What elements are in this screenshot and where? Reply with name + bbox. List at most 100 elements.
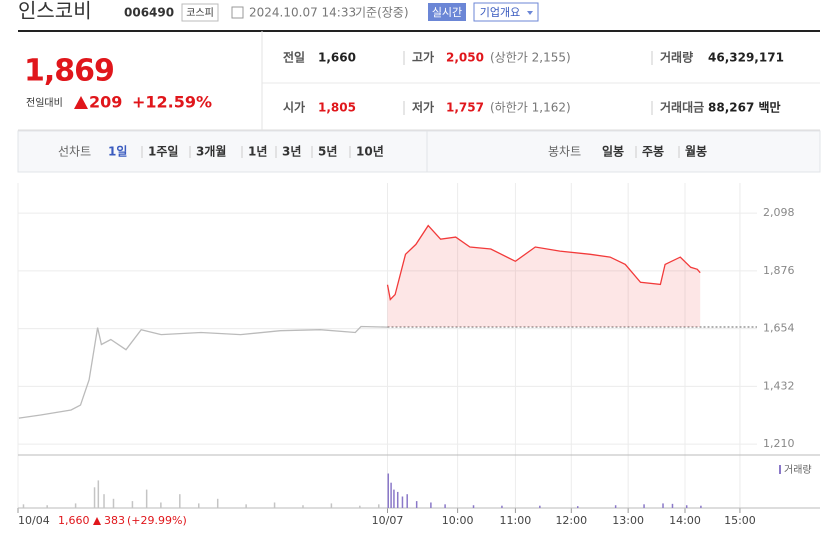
- prev-change: 383: [104, 514, 125, 527]
- tabs: 선차트 1일 1주일 3개월 1년 3년 5년 10년 봉차트 일봉 주봉 월봉: [58, 144, 707, 159]
- volume-bar: [330, 503, 333, 508]
- stat-note: (하한가 1,162): [490, 101, 571, 115]
- volume-bar: [216, 498, 219, 508]
- basis: 기준(장중): [355, 6, 409, 20]
- overview-button[interactable]: [473, 2, 539, 22]
- up-icon: [93, 517, 101, 525]
- period-tab[interactable]: 1주일: [148, 145, 178, 159]
- volume-bar: [444, 504, 446, 508]
- candle-tab[interactable]: 일봉: [602, 145, 624, 159]
- realtime[interactable]: 실시간: [432, 6, 462, 19]
- tab-label: 봉차트: [548, 145, 581, 159]
- period-tab[interactable]: 3개월: [196, 144, 226, 159]
- volume-bar: [671, 503, 674, 508]
- y-tick-label: 1,210: [763, 437, 795, 450]
- stat-value: 1,757: [446, 101, 484, 115]
- volume-bar: [179, 494, 181, 508]
- x-tick-label: 11:00: [500, 514, 532, 527]
- volume-bar: [539, 505, 541, 508]
- change-label: 전일대비: [26, 97, 63, 109]
- x-tick-label: 10/04: [18, 514, 50, 527]
- candle-tab[interactable]: 월봉: [685, 144, 707, 159]
- candle-tab[interactable]: 주봉: [642, 145, 664, 159]
- volume-bar: [430, 502, 432, 508]
- x-tick-label: 13:00: [612, 514, 644, 527]
- volume-bar: [103, 494, 105, 508]
- volume-bar: [93, 487, 96, 508]
- overview[interactable]: 기업개요: [480, 6, 520, 19]
- datetime: 2024.10.07 14:33: [249, 6, 356, 20]
- volume-bar: [160, 502, 162, 508]
- volume-bar: [46, 505, 48, 508]
- volume-bar: [74, 503, 77, 508]
- volume-bar: [198, 503, 200, 508]
- price-line: [18, 325, 388, 419]
- volume-bar: [685, 505, 688, 508]
- period-tab[interactable]: 1년: [248, 145, 267, 159]
- legend-label: 거래량: [784, 464, 812, 476]
- volume-bar: [406, 494, 408, 508]
- tab-label: 선차트: [58, 145, 91, 159]
- volume-bar: [614, 505, 617, 508]
- volume-bar: [700, 505, 702, 508]
- y-tick-label: 1,432: [763, 379, 795, 392]
- stat-value: 46,329,171: [708, 51, 784, 65]
- market: 코스피: [186, 7, 214, 19]
- legend-swatch: [779, 465, 781, 474]
- prev-close: 1,660: [58, 514, 90, 527]
- x-tick-label: 14:00: [669, 514, 701, 527]
- volume-bar: [662, 503, 664, 508]
- stock-code: 006490: [124, 6, 174, 20]
- volume-bar: [378, 504, 380, 508]
- stat-label: 거래량: [660, 50, 693, 65]
- volume-bar: [390, 482, 392, 508]
- volume-bar: [393, 489, 395, 508]
- stat-value: 88,267 백만: [708, 100, 781, 115]
- volume-bar: [245, 504, 247, 508]
- volume-bar: [401, 496, 404, 508]
- chart: 1,210 1,432 1,654 1,876 2,098 10/04 10/07 10:00…: [17, 183, 820, 527]
- volume-bar: [387, 473, 389, 508]
- y-tick-label: 2,098: [763, 206, 795, 219]
- y-tick-label: 1,876: [763, 264, 795, 277]
- y-tick-label: 1,654: [763, 322, 795, 335]
- volume-bar: [576, 506, 579, 508]
- period-tab[interactable]: 5년: [318, 145, 337, 159]
- stat-value: 1,660: [318, 51, 356, 65]
- volume-bar: [359, 505, 361, 508]
- stat-note: (상한가 2,155): [490, 51, 571, 65]
- stat-label: 전일: [283, 50, 305, 65]
- prev-change-pct: (+29.99%): [127, 514, 187, 527]
- price: 1,869: [24, 54, 114, 89]
- stock-name: 인스코비: [18, 0, 92, 23]
- change-pct: +12.59%: [132, 93, 212, 112]
- stat-value: 1,805: [318, 101, 356, 115]
- period-tab[interactable]: 3년: [282, 145, 301, 159]
- x-tick-label: 15:00: [724, 514, 756, 527]
- dropdown-icon: [527, 11, 533, 15]
- volume-bar: [97, 480, 100, 508]
- volume-bar: [643, 504, 645, 508]
- stat-label: 저가: [412, 100, 434, 115]
- volume-bar: [302, 505, 304, 508]
- stat-value: 2,050: [446, 51, 484, 65]
- up-icon: [74, 96, 88, 109]
- market-badge: [181, 3, 219, 22]
- stat-label: 고가: [412, 50, 434, 65]
- volume-bar: [131, 501, 134, 508]
- realtime-badge[interactable]: [428, 3, 466, 21]
- x-tick-label: 10/07: [372, 514, 404, 527]
- x-tick-label: 10:00: [442, 514, 474, 527]
- tab-bar: [17, 130, 821, 173]
- stat-label: 시가: [283, 100, 305, 115]
- volume-bar: [22, 504, 25, 508]
- stat-label: 거래대금: [660, 100, 704, 115]
- calendar-icon: [231, 6, 244, 19]
- period-tab[interactable]: 10년: [356, 145, 384, 159]
- change: 209: [89, 93, 122, 112]
- price-line: [386, 224, 701, 301]
- volume-bar: [145, 489, 148, 508]
- volume-bar: [112, 498, 115, 508]
- period-tab[interactable]: 1일: [108, 145, 127, 159]
